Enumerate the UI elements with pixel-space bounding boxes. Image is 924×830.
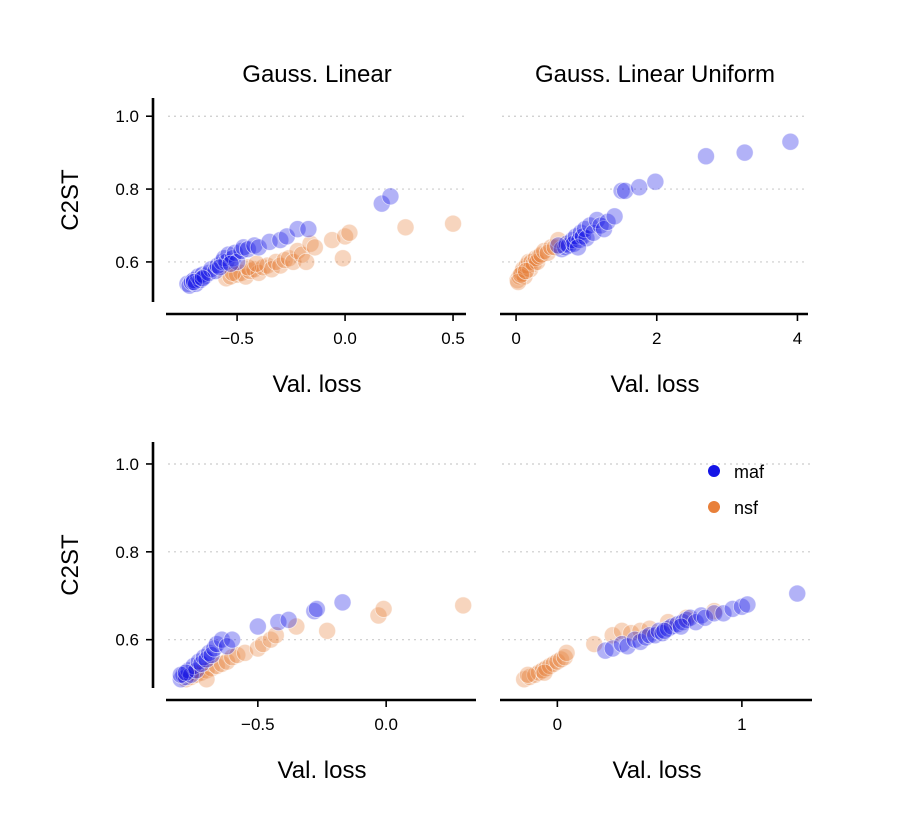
data-point-maf	[646, 172, 665, 191]
data-point-maf	[234, 238, 253, 257]
legend: maf nsf	[708, 462, 765, 518]
data-point-maf	[279, 611, 298, 629]
data-point-nsf	[555, 648, 574, 667]
y-tick-label: 0.8	[115, 180, 139, 199]
data-point-nsf	[318, 621, 337, 640]
legend-label-nsf: nsf	[734, 498, 759, 518]
data-point-nsf	[585, 635, 604, 653]
data-point-nsf	[287, 617, 306, 636]
data-point-maf	[221, 254, 240, 273]
data-point-maf	[781, 132, 800, 151]
data-point-nsf	[518, 665, 537, 684]
data-point-maf	[569, 238, 587, 257]
legend-marker-nsf	[708, 501, 720, 513]
data-point-nsf	[305, 238, 324, 257]
data-point-maf	[307, 600, 326, 618]
x-axis-label: Val. loss	[278, 757, 367, 784]
data-point-nsf	[509, 273, 528, 291]
data-point-maf	[288, 220, 307, 239]
data-point-maf	[185, 273, 203, 291]
data-point-maf	[616, 181, 635, 200]
data-point-nsf	[238, 258, 257, 277]
y-axis-label: C2ST	[57, 534, 84, 596]
data-point-maf	[245, 236, 264, 255]
x-tick-label: 1	[737, 715, 746, 734]
data-point-maf	[598, 212, 617, 231]
y-axis-label: C2ST	[57, 169, 84, 231]
data-point-maf	[576, 220, 594, 239]
data-point-nsf	[266, 626, 285, 645]
x-tick-label: 0.0	[333, 329, 357, 348]
panel-bottom-right: 0 1 Val. loss maf nsf	[500, 462, 812, 784]
panel-gauss-linear-uniform: 0 2 4 Val. loss Gauss. Linear Uniform	[500, 61, 808, 398]
data-point-nsf	[374, 600, 393, 618]
x-tick-label: 0	[511, 329, 520, 348]
data-point-maf	[305, 602, 324, 621]
data-point-maf	[223, 630, 242, 649]
panel-title: Gauss. Linear Uniform	[535, 61, 775, 88]
data-point-maf	[696, 608, 714, 627]
data-point-maf	[299, 220, 318, 239]
data-point-maf	[570, 231, 589, 249]
data-point-nsf	[396, 218, 415, 237]
y-tick-label: 0.6	[115, 631, 139, 650]
data-point-maf	[549, 236, 568, 255]
data-point-maf	[640, 626, 659, 645]
x-tick-label: −0.5	[241, 715, 275, 734]
x-axis-label: Val. loss	[613, 757, 702, 784]
data-point-nsf	[334, 249, 352, 268]
data-point-maf	[381, 187, 400, 206]
data-point-nsf	[297, 253, 316, 271]
x-tick-label: 0.0	[374, 715, 398, 734]
data-point-maf	[277, 227, 296, 246]
y-tick-label: 0.8	[115, 543, 139, 562]
data-point-nsf	[549, 231, 568, 249]
x-axis-label: Val. loss	[273, 371, 362, 398]
data-point-maf	[788, 584, 807, 603]
data-point-maf	[630, 178, 649, 197]
x-tick-label: 4	[793, 329, 802, 348]
data-point-nsf	[535, 663, 554, 682]
data-point-nsf	[557, 643, 576, 662]
data-point-maf	[210, 258, 229, 277]
x-tick-label: 0.5	[441, 329, 465, 348]
data-point-maf	[705, 604, 724, 623]
panel-title: Gauss. Linear	[242, 61, 391, 88]
x-tick-label: 0	[553, 715, 562, 734]
x-axis-label: Val. loss	[611, 371, 700, 398]
data-point-maf	[249, 238, 268, 257]
data-point-maf	[248, 617, 267, 636]
data-point-nsf	[340, 223, 359, 242]
data-point-maf	[672, 617, 690, 636]
panel-bottom-left: −0.5 0.0 Val. loss 0.6 0.8 1.0 C2ST	[57, 442, 476, 784]
y-tick-label: 1.0	[115, 107, 139, 126]
data-point-maf	[596, 641, 615, 660]
data-point-maf	[697, 147, 715, 166]
x-tick-label: 2	[652, 329, 661, 348]
data-point-maf	[738, 595, 757, 614]
data-point-maf	[177, 663, 195, 682]
data-point-maf	[333, 593, 352, 612]
data-point-maf	[605, 207, 624, 226]
legend-marker-maf	[708, 465, 720, 477]
y-tick-label: 1.0	[115, 455, 139, 474]
panel-gauss-linear: −0.5 0.0 0.5 Val. loss 0.6 0.8 1.0 C2ST Gauss. L…	[57, 61, 466, 398]
data-point-maf	[735, 143, 754, 162]
data-point-nsf	[247, 254, 266, 273]
data-point-nsf	[538, 243, 557, 262]
x-tick-label: −0.5	[220, 329, 254, 348]
data-point-maf	[193, 269, 212, 288]
y-tick-label: 0.6	[115, 253, 139, 272]
legend-label-maf: maf	[734, 462, 765, 482]
data-point-nsf	[512, 265, 530, 284]
data-point-nsf	[517, 262, 535, 280]
data-point-maf	[714, 604, 733, 623]
data-point-maf	[603, 639, 622, 658]
data-point-nsf	[444, 214, 462, 233]
data-point-maf	[260, 232, 279, 251]
data-point-maf	[655, 621, 674, 640]
data-point-nsf	[454, 596, 473, 615]
